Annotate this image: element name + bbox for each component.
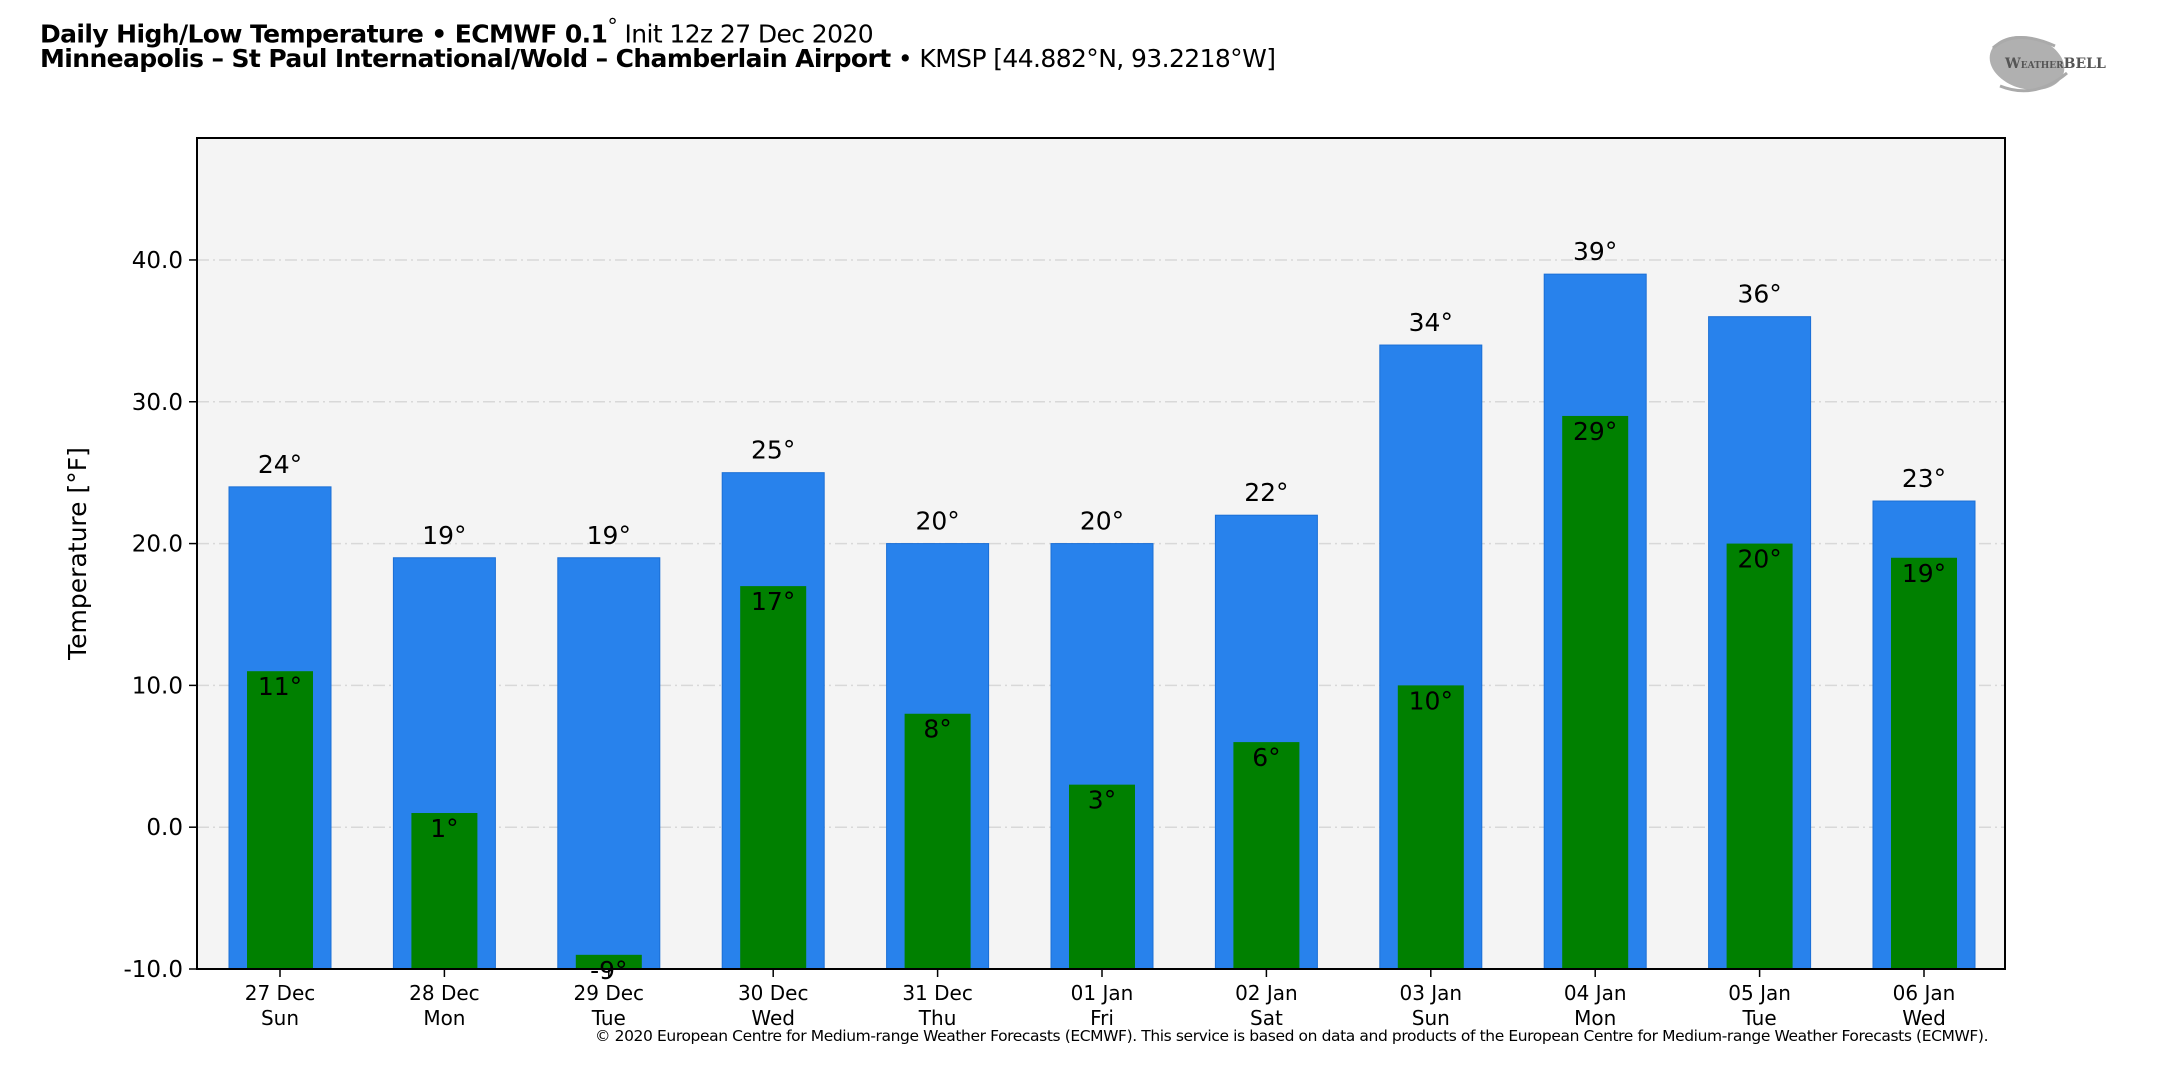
x-tick-weekday: Sun	[1412, 1006, 1450, 1030]
x-tick-weekday: Fri	[1090, 1006, 1114, 1030]
low-label: 1°	[430, 814, 458, 843]
high-label: 25°	[751, 436, 795, 465]
x-tick-date: 01 Jan	[1071, 981, 1134, 1005]
low-label: 11°	[258, 672, 302, 701]
copyright-footer: © 2020 European Centre for Medium-range …	[595, 1027, 1989, 1045]
high-label: 36°	[1737, 280, 1781, 309]
x-tick-date: 03 Jan	[1399, 981, 1462, 1005]
low-bar	[247, 671, 313, 969]
low-bar	[1891, 557, 1957, 969]
x-tick-weekday: Tue	[591, 1006, 626, 1030]
x-tick-weekday: Thu	[918, 1006, 957, 1030]
x-tick-date: 29 Dec	[574, 981, 645, 1005]
high-label: 20°	[915, 507, 959, 536]
y-tick-label: 0.0	[146, 815, 183, 841]
x-tick-date: 28 Dec	[409, 981, 480, 1005]
x-tick-weekday: Mon	[423, 1006, 465, 1030]
title-degree: °	[607, 14, 618, 38]
x-tick-date: 31 Dec	[902, 981, 973, 1005]
high-label: 39°	[1573, 237, 1617, 266]
x-tick-date: 04 Jan	[1564, 981, 1627, 1005]
low-label: 20°	[1737, 545, 1781, 574]
station-name: Minneapolis – St Paul International/Wold…	[40, 44, 891, 73]
high-label: 24°	[258, 450, 302, 479]
chart-subtitle: Minneapolis – St Paul International/Wold…	[40, 44, 1276, 73]
x-tick-weekday: Wed	[1902, 1006, 1946, 1030]
low-label: 8°	[923, 715, 951, 744]
x-tick-date: 02 Jan	[1235, 981, 1298, 1005]
high-label: 22°	[1244, 478, 1288, 507]
y-tick-label: 30.0	[132, 390, 183, 416]
y-axis-label: Temperature [°F]	[63, 447, 92, 661]
x-tick-weekday: Wed	[751, 1006, 795, 1030]
low-label: 29°	[1573, 417, 1617, 446]
low-bar	[1726, 543, 1793, 969]
high-label: 23°	[1902, 464, 1946, 493]
x-tick-date: 30 Dec	[738, 981, 809, 1005]
y-tick-label: 10.0	[132, 673, 183, 699]
low-bar	[1397, 685, 1464, 969]
station-coords: • KMSP [44.882°N, 93.2218°W]	[890, 44, 1276, 73]
high-label: 19°	[422, 521, 466, 550]
low-bar	[1562, 415, 1629, 969]
x-tick-date: 06 Jan	[1893, 981, 1956, 1005]
high-label: 20°	[1080, 507, 1124, 536]
x-tick-date: 27 Dec	[245, 981, 316, 1005]
x-tick-weekday: Sat	[1250, 1006, 1283, 1030]
low-bar	[904, 713, 971, 969]
low-label: 6°	[1252, 743, 1280, 772]
low-bar	[575, 954, 642, 969]
x-tick-date: 05 Jan	[1728, 981, 1791, 1005]
low-label: 19°	[1902, 559, 1946, 588]
low-label: 10°	[1409, 686, 1453, 715]
high-label: 34°	[1409, 308, 1453, 337]
plot-frame	[196, 137, 2006, 970]
x-tick-weekday: Mon	[1574, 1006, 1616, 1030]
title-init: Init 12z 27 Dec 2020	[617, 19, 874, 49]
low-label: 3°	[1088, 786, 1116, 815]
high-label: 19°	[587, 521, 631, 550]
x-tick-weekday: Sun	[261, 1006, 299, 1030]
y-tick-label: -10.0	[123, 957, 183, 983]
y-tick-label: 20.0	[132, 532, 183, 558]
low-bar	[1233, 742, 1300, 969]
high-bar	[557, 557, 661, 970]
weatherbell-logo: WEATHERBELL	[1989, 36, 2106, 93]
low-bar	[411, 813, 478, 969]
x-tick-weekday: Tue	[1742, 1006, 1777, 1030]
title-main: Daily High/Low Temperature • ECMWF 0.1	[40, 19, 608, 49]
low-label: 17°	[751, 587, 795, 616]
low-bar	[740, 586, 807, 969]
low-bar	[1069, 784, 1135, 969]
y-tick-label: 40.0	[132, 248, 183, 274]
chart-title: Daily High/Low Temperature • ECMWF 0.1° …	[40, 14, 874, 49]
